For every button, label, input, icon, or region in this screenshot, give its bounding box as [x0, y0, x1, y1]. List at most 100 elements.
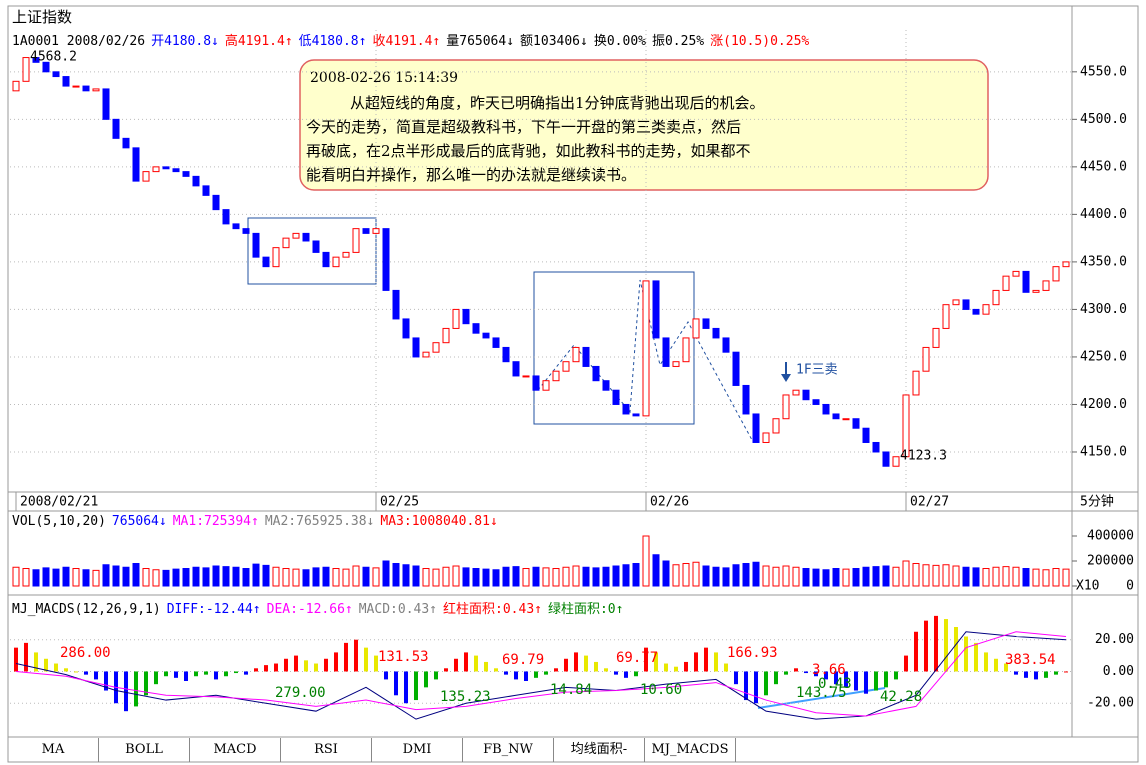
- volume-bar: [662, 560, 670, 587]
- tab[interactable]: RSI: [281, 738, 372, 762]
- candle: [112, 118, 120, 139]
- tab[interactable]: MA: [8, 738, 99, 762]
- macd-bar: [604, 668, 608, 672]
- volume-bar: [872, 566, 880, 587]
- candle: [332, 256, 340, 268]
- y-tick-label: 4550.0: [1080, 64, 1127, 79]
- candle: [522, 375, 530, 378]
- candle: [562, 361, 570, 372]
- volume-bar: [502, 566, 510, 587]
- volume-bar: [32, 569, 40, 587]
- volume-bar: [562, 566, 570, 587]
- volume-bar: [842, 568, 850, 587]
- volume-bar: [862, 566, 870, 587]
- tab[interactable]: FB_NW: [463, 738, 554, 762]
- candle: [872, 441, 880, 453]
- legend-entry: MA1:725394↑: [172, 514, 259, 529]
- candle: [932, 327, 940, 348]
- volume-bar: [572, 565, 580, 587]
- volume-bar: [682, 563, 690, 587]
- candle: [892, 456, 900, 467]
- candle: [222, 209, 230, 225]
- candle: [572, 346, 580, 363]
- tab[interactable]: BOLL: [99, 738, 190, 762]
- candle: [782, 394, 790, 420]
- candle: [422, 351, 430, 358]
- volume-bar: [1002, 566, 1010, 587]
- tab[interactable]: 均线面积-: [554, 738, 645, 762]
- y-tick-label: 400000: [1087, 529, 1134, 544]
- volume-bar: [742, 563, 750, 587]
- volume-bar: [142, 568, 150, 587]
- x-tick-label: 02/25: [380, 495, 419, 510]
- annotation: 10.60: [640, 682, 682, 698]
- volume-bar: [982, 568, 990, 587]
- volume-bar: [412, 565, 420, 587]
- y-tick-label: 4450.0: [1080, 159, 1127, 174]
- volume-bar: [212, 565, 220, 587]
- y-tick-label: 200000: [1087, 554, 1134, 569]
- volume-bar: [782, 565, 790, 587]
- annotation: 4123.3: [900, 449, 947, 464]
- quote-field: 1A0001 2008/02/26: [12, 34, 146, 49]
- macd-bar: [404, 671, 408, 704]
- tab[interactable]: MJ_MACDS: [645, 738, 736, 762]
- quote-field: 高4191.4↑: [224, 34, 293, 49]
- volume-bar: [232, 566, 240, 587]
- legend-entry: MACD:0.43↑: [358, 602, 438, 617]
- volume-bar: [542, 567, 550, 587]
- macd-line: [15, 631, 1067, 720]
- volume-bar: [772, 566, 780, 587]
- candle: [812, 399, 820, 405]
- volume-bar: [372, 567, 380, 587]
- volume-bar: [962, 566, 970, 587]
- macd-bar: [394, 671, 398, 696]
- annotation: 1F三卖: [796, 363, 838, 378]
- candle: [72, 85, 80, 88]
- macd-bar: [694, 652, 698, 672]
- volume-bar: [302, 569, 310, 587]
- volume-bar: [252, 563, 260, 587]
- legend-entry: MA2:765925.38↓: [264, 514, 375, 529]
- macd-bar: [224, 671, 228, 677]
- macd-line: [15, 631, 1067, 717]
- candle: [292, 232, 300, 239]
- candle: [902, 394, 910, 458]
- period-label: 5分钟: [1080, 494, 1114, 510]
- candle: [962, 299, 970, 310]
- quote-field: 收4191.4↑: [372, 34, 441, 49]
- annotation: 42.28: [880, 689, 922, 705]
- note-time: 2008-02-26 15:14:39: [310, 70, 458, 86]
- volume-bar: [892, 566, 900, 587]
- tab[interactable]: MACD: [190, 738, 281, 762]
- macd-bar: [1064, 671, 1068, 673]
- y-tick-label: 4350.0: [1080, 254, 1127, 269]
- quote-field: 开4180.8↓: [151, 34, 219, 49]
- candle: [312, 240, 320, 253]
- y-tick-label: -20.00: [1087, 696, 1134, 711]
- annotation: 131.53: [378, 649, 429, 665]
- candle: [452, 308, 460, 329]
- candle: [702, 318, 710, 329]
- macd-bar: [344, 642, 348, 672]
- macd-bar: [924, 620, 928, 672]
- macd-bar: [14, 647, 18, 672]
- candle: [32, 57, 40, 63]
- quote-field: 量765064↓: [446, 34, 515, 49]
- tab[interactable]: DMI: [372, 738, 463, 762]
- candle: [162, 166, 170, 170]
- volume-bar: [712, 566, 720, 587]
- candle: [182, 171, 190, 177]
- candle: [912, 370, 920, 396]
- volume-bar: [62, 566, 70, 587]
- y-tick-label: 4150.0: [1080, 444, 1127, 459]
- macd-bar: [384, 671, 388, 680]
- quote-field: 低4180.8↑: [298, 34, 367, 49]
- macd-bar: [674, 666, 678, 672]
- macd-bar: [714, 652, 718, 672]
- note-box: [299, 59, 989, 191]
- macd-bar: [474, 655, 478, 672]
- candle: [62, 76, 70, 87]
- macd-bar: [174, 671, 178, 678]
- macd-bar: [954, 627, 958, 672]
